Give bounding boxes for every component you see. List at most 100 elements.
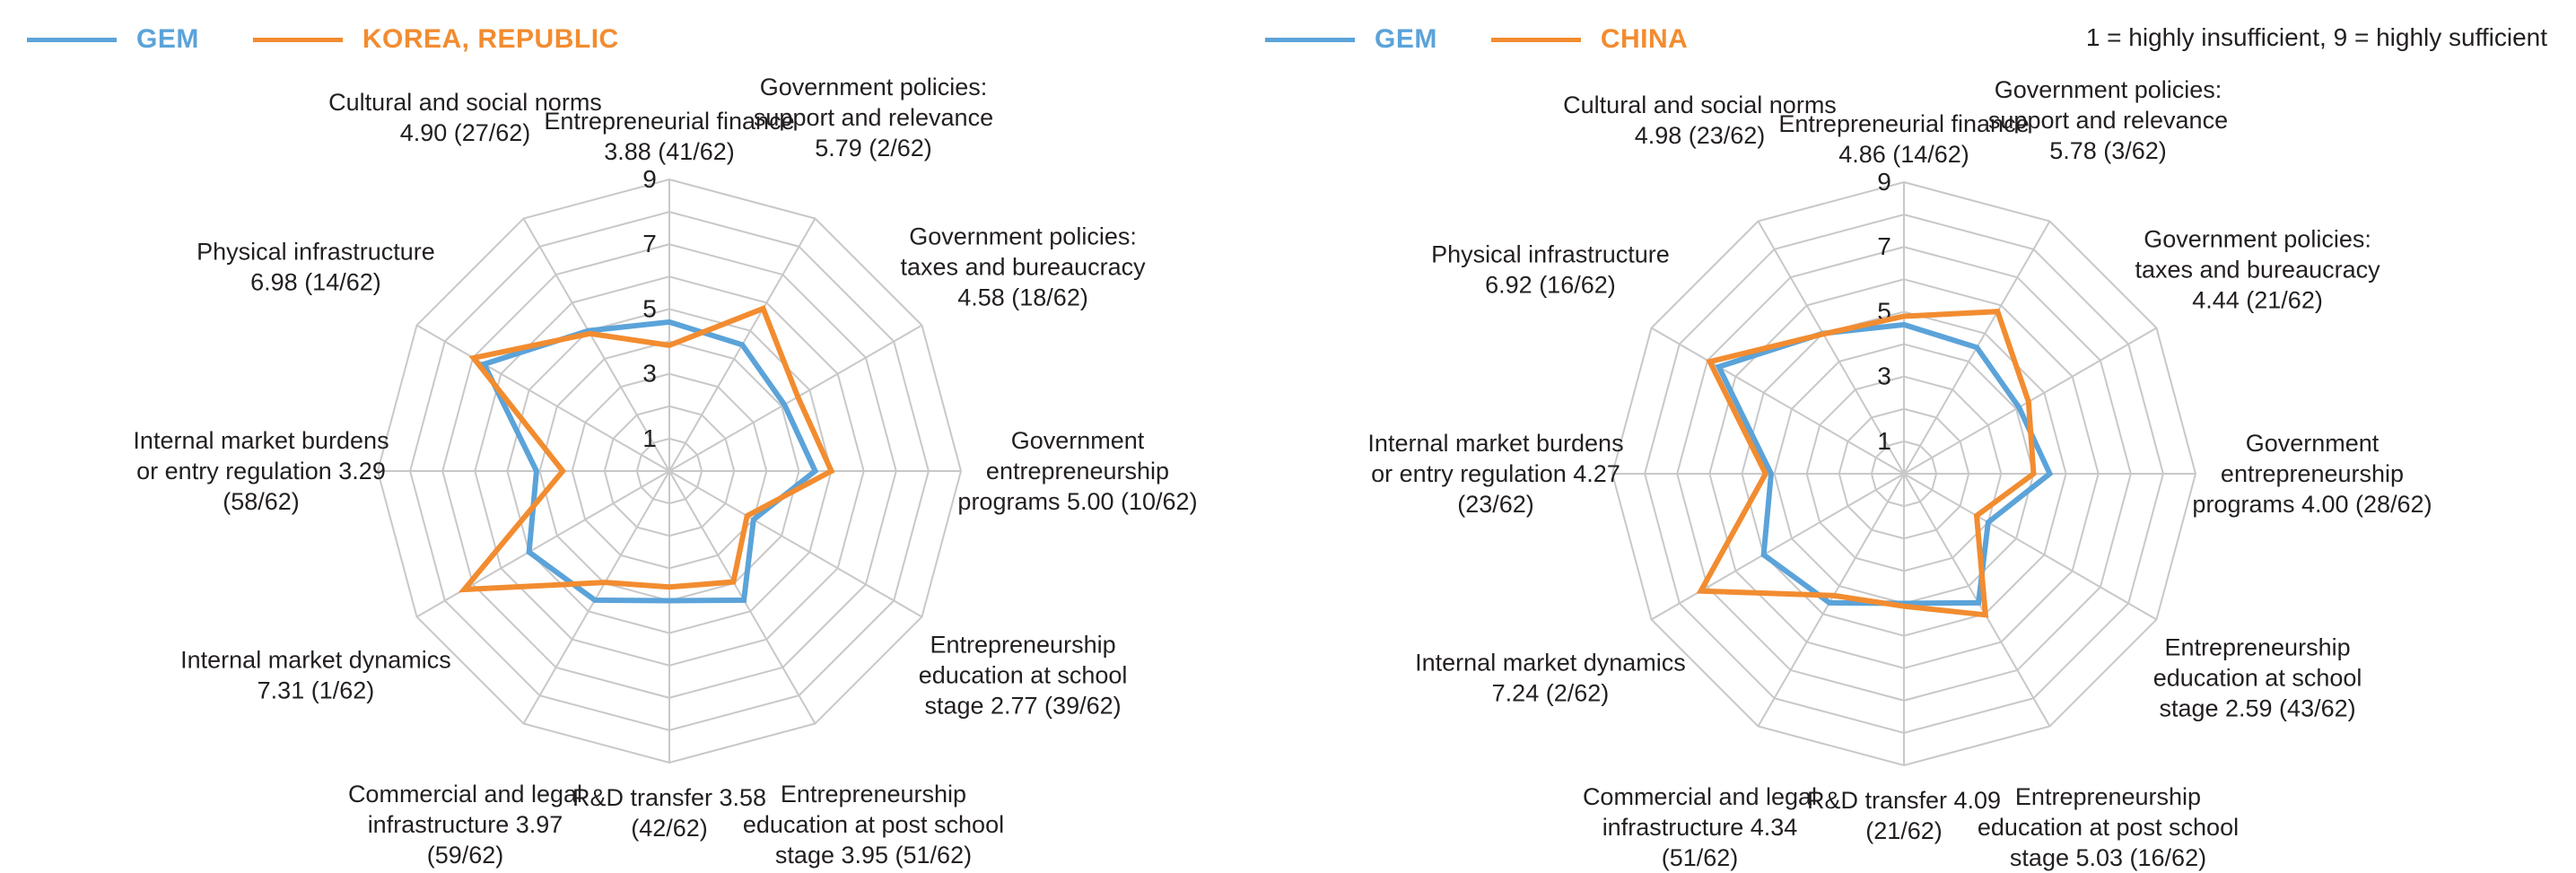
axis-label-line: 3.88 (41/62) xyxy=(604,138,735,165)
legend-swatch-gem xyxy=(1265,37,1355,42)
axis-label-line: 4.58 (18/62) xyxy=(957,284,1088,311)
axis-label: R&D transfer 3.58 (42/62) xyxy=(572,784,766,842)
legend-item-gem: GEM xyxy=(27,24,199,55)
axis-label-line: Government xyxy=(2246,430,2380,457)
axis-label-line: or entry regulation 4.27 xyxy=(1371,460,1620,487)
axis-label: Government entrepreneurship programs 4.00 … xyxy=(2192,430,2432,518)
axis-label-line: stage 2.77 (39/62) xyxy=(924,693,1121,720)
axis-label: Internal market dynamics 7.31 (1/62) xyxy=(180,647,451,704)
axis-label-line: 6.98 (14/62) xyxy=(250,269,381,296)
axis-label-line: (21/62) xyxy=(1865,817,1943,844)
tick-label: 7 xyxy=(642,230,657,258)
axis-label-line: Commercial and legal xyxy=(1583,783,1817,810)
grid-spoke xyxy=(1651,327,1905,475)
grid-spoke xyxy=(416,470,670,618)
axis-label-line: taxes and bureaucracy xyxy=(900,254,1146,281)
axis-label-line: Government policies: xyxy=(760,74,988,100)
axis-label: Entrepreneurial finance 4.86 (14/62) xyxy=(1778,110,2029,168)
axis-label-line: Internal market dynamics xyxy=(180,647,451,674)
axis-label-line: or entry regulation 3.29 xyxy=(136,458,386,485)
axis-label-line: programs 5.00 (10/62) xyxy=(957,488,1197,515)
axis-label: R&D transfer 4.09 (21/62) xyxy=(1807,787,2001,844)
tick-label: 3 xyxy=(1877,362,1891,390)
axis-label-line: education at school xyxy=(919,662,1128,689)
axis-label-line: (59/62) xyxy=(427,842,504,869)
axis-label-line: Entrepreneurship xyxy=(930,632,1115,659)
axis-label: Government policies: support and relevanc… xyxy=(1988,76,2228,164)
axis-label-line: stage 5.03 (16/62) xyxy=(2010,844,2206,871)
axis-label-line: education at post school xyxy=(1978,814,2239,841)
axis-label-line: 7.24 (2/62) xyxy=(1492,680,1610,707)
legend-label-korea: KOREA, REPUBLIC xyxy=(362,24,619,54)
axis-label-line: 5.78 (3/62) xyxy=(2049,137,2167,164)
axis-label-line: (42/62) xyxy=(631,815,708,842)
axis-label-line: Physical infrastructure xyxy=(196,239,435,266)
radar-chart-1: 1 3 5 7 9 Entrepreneurial finance 3.88 (41/62)… xyxy=(133,74,1197,869)
axis-label: Entrepreneurship education at post school… xyxy=(1978,783,2239,871)
series-line-china xyxy=(1696,309,2037,618)
tick-label: 9 xyxy=(1877,168,1891,196)
axis-label-line: Internal market burdens xyxy=(133,427,389,454)
axis-label-line: 4.86 (14/62) xyxy=(1838,141,1969,168)
series-line-gem xyxy=(480,319,819,604)
axis-label-line: Physical infrastructure xyxy=(1431,241,1670,268)
axis-label: Internal market dynamics 7.24 (2/62) xyxy=(1415,650,1686,707)
axis-label-line: R&D transfer 3.58 xyxy=(572,784,766,811)
grid-spoke xyxy=(522,470,670,724)
axis-label: Entrepreneurship education at school stage… xyxy=(919,632,1128,720)
axis-label-line: Internal market burdens xyxy=(1367,430,1623,457)
axis-label-line: Government policies: xyxy=(2144,226,2371,253)
axis-label-line: (51/62) xyxy=(1662,844,1739,871)
scale-note: 1 = highly insufficient, 9 = highly suff… xyxy=(2085,23,2547,51)
series-line-korea-republic xyxy=(458,305,835,593)
series-line-gem xyxy=(1715,321,2054,607)
legend-item-korea: KOREA, REPUBLIC xyxy=(252,24,619,55)
axis-label: Entrepreneurship education at post school… xyxy=(743,781,1004,869)
grid-spoke xyxy=(1757,221,1905,475)
axis-label-line: (23/62) xyxy=(1457,491,1534,518)
axis-label: Government policies: taxes and bureaucrac… xyxy=(900,223,1146,311)
axis-label: Physical infrastructure 6.98 (14/62) xyxy=(196,239,435,296)
legend-label-china: CHINA xyxy=(1600,24,1689,54)
axis-label-line: infrastructure 3.97 xyxy=(368,811,563,838)
axis-label-line: Internal market dynamics xyxy=(1415,650,1686,677)
axis-label-line: 5.79 (2/62) xyxy=(815,135,932,162)
axis-label-line: 7.31 (1/62) xyxy=(258,677,375,704)
grid-spoke xyxy=(668,470,922,618)
axis-label: Cultural and social norms 4.90 (27/62) xyxy=(328,89,602,146)
axis-label: Entrepreneurship education at school stage… xyxy=(2153,634,2362,722)
axis-label-line: 4.44 (21/62) xyxy=(2192,287,2323,314)
axis-label: Commercial and legal infrastructure 3.97 (… xyxy=(348,781,582,869)
axis-label: Government policies: support and relevanc… xyxy=(754,74,993,162)
axis-label: Internal market burdens or entry regulati… xyxy=(1367,430,1623,518)
axis-label: Entrepreneurial finance 3.88 (41/62) xyxy=(544,108,794,165)
legend-label-gem: GEM xyxy=(136,24,199,54)
axis-label-line: stage 3.95 (51/62) xyxy=(775,842,972,869)
tick-label: 1 xyxy=(642,424,657,452)
axis-label-line: (58/62) xyxy=(223,488,300,515)
legend-right: GEM CHINA xyxy=(1265,20,1742,59)
tick-label: 7 xyxy=(1877,232,1891,260)
legend-swatch-korea xyxy=(252,37,343,42)
axis-label-line: 4.98 (23/62) xyxy=(1635,122,1766,149)
legend-item-gem: GEM xyxy=(1265,24,1437,55)
axis-label-line: Entrepreneurial finance xyxy=(544,108,794,135)
axis-label-line: Entrepreneurship xyxy=(2164,634,2350,661)
axis-label: Physical infrastructure 6.92 (16/62) xyxy=(1431,241,1670,299)
grid-spoke xyxy=(1757,473,1905,727)
axis-label: Internal market burdens or entry regulati… xyxy=(133,427,389,515)
axis-label-line: taxes and bureaucracy xyxy=(2135,257,2380,284)
grid-spoke xyxy=(1651,473,1905,621)
axis-label-line: Commercial and legal xyxy=(348,781,582,808)
legend-swatch-gem xyxy=(27,37,117,42)
axis-label: Government entrepreneurship programs 5.00 … xyxy=(957,427,1197,515)
axis-label: Government policies: taxes and bureaucrac… xyxy=(2135,226,2380,314)
grid-spoke xyxy=(416,324,670,472)
axis-label-line: Cultural and social norms xyxy=(1563,92,1837,118)
axis-label-line: Government policies: xyxy=(1995,76,2222,103)
grid-spoke xyxy=(522,218,670,472)
axis-label-line: stage 2.59 (43/62) xyxy=(2159,695,2355,722)
axis-label-line: Government policies: xyxy=(909,223,1137,250)
tick-label: 3 xyxy=(642,360,657,388)
